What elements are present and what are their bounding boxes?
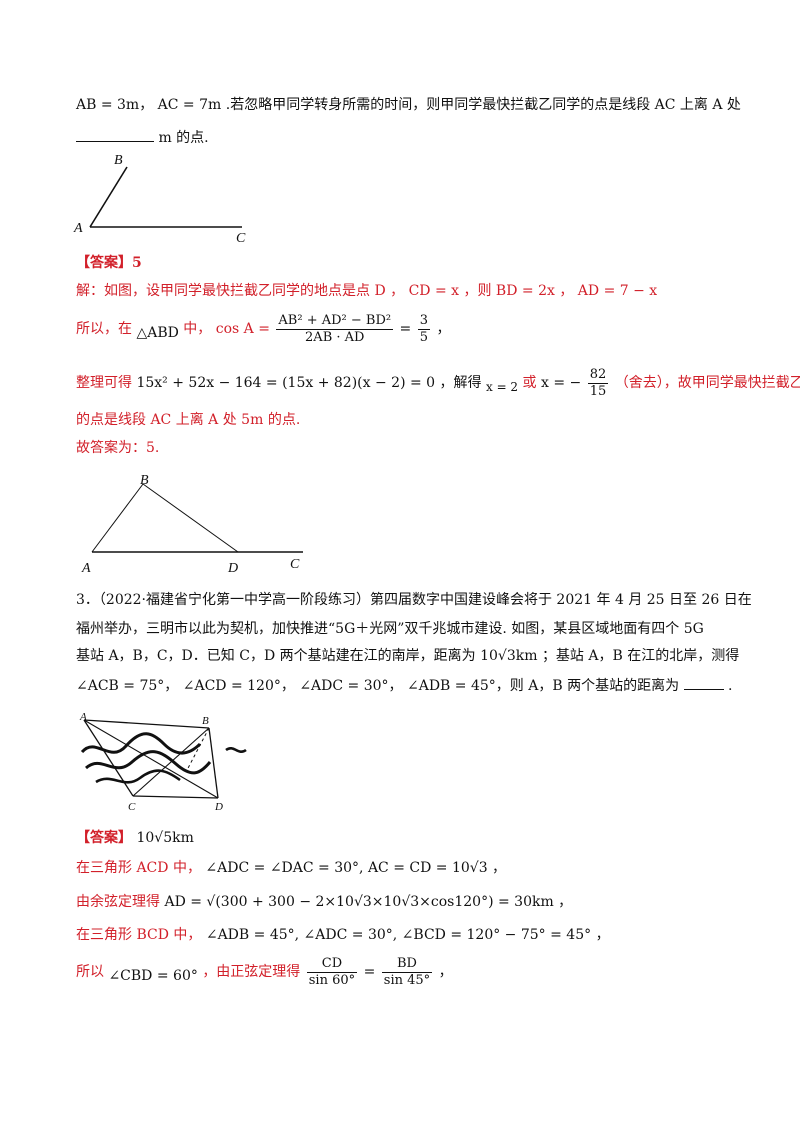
p3-solution-line1: 在三角形 ACD 中， ∠ADC = ∠DAC = 30°, AC = CD =… — [76, 858, 506, 878]
solution-line5: 故答案为：5. — [76, 440, 160, 456]
p3-sol4-mid: ，由正弦定理得 — [202, 964, 301, 980]
p3-sol2-pre: 由余弦定理得 — [76, 894, 160, 910]
neg-fraction-den: 15 — [589, 383, 607, 399]
cos-fraction: AB² + AD² − BD² 2AB · AD — [276, 312, 394, 346]
neg-fraction-num: 82 — [587, 366, 609, 384]
p3-sol1-pre: 在三角形 ACD 中， — [76, 860, 201, 876]
neg-fraction: 82 15 — [587, 366, 609, 400]
sol3-x: x = − — [540, 375, 582, 391]
sol2-mid: 中， cos A = — [183, 321, 270, 337]
sol2-triangle: △ABD — [136, 324, 179, 341]
p3-sol3-pre: 在三角形 BCD 中， — [76, 927, 202, 943]
p3-sol3-eq: ∠ADB = 45°, ∠ADC = 30°, ∠BCD = 120° − 75… — [205, 927, 610, 943]
sine-bd-num: BD — [381, 956, 433, 973]
p3-distance-cd: 10√3km — [480, 648, 538, 664]
figure-river-stations: A B C D — [79, 711, 247, 813]
figure-angle-bac: B A C — [73, 153, 246, 246]
fig1-label-b: B — [114, 153, 123, 168]
three-fifths-num: 3 — [417, 312, 431, 330]
problem3-line1: 3．（2022·福建省宁化第一中学高一阶段练习）第四届数字中国建设峰会将于 20… — [76, 592, 752, 608]
p3-line3-pre: 基站 A，B，C，D．已知 C，D 两个基站建在江的南岸，距离为 — [76, 648, 476, 664]
three-fifths-den: 5 — [419, 329, 429, 345]
p3-sol4-equals: = — [363, 964, 376, 980]
problem3-line2: 福州举办，三明市以此为契机，加快推进“5G＋光网”双千兆城市建设. 如图，某县区… — [76, 621, 704, 637]
sol3-or: 或 — [522, 375, 537, 391]
solution-line4: 的点是线段 AC 上离 A 处 5m 的点. — [76, 412, 301, 428]
p3-answer-blank — [683, 675, 724, 690]
problem3-line4: ∠ACB = 75°， ∠ACD = 120°， ∠ADC = 30°， ∠AD… — [76, 675, 732, 696]
sine-cd-den: sin 60° — [308, 972, 356, 988]
fig2-label-d: D — [227, 561, 238, 576]
sol2-pre: 所以，在 — [76, 321, 132, 337]
p3-line3-end: ；基站 A，B 在江的北岸，测得 — [541, 648, 740, 664]
fig2-label-c: C — [290, 557, 300, 572]
p3-line4-end: . — [728, 678, 733, 694]
problem2-line2: m 的点. — [76, 127, 209, 148]
sol3-x2: x = 2 — [485, 379, 519, 394]
p3-sol4-end: ， — [438, 964, 453, 980]
p3-sol4-angle: ∠CBD = 60° — [108, 967, 198, 984]
p3-line4-text: ∠ACB = 75°， ∠ACD = 120°， ∠ADC = 30°， ∠AD… — [76, 678, 680, 694]
sine-cd-num: CD — [306, 956, 358, 973]
fig2-label-b: B — [140, 473, 149, 488]
sine-fraction-cd: CD sin 60° — [306, 956, 358, 989]
problem2-line1: AB = 3m， AC = 7m .若忽略甲同学转身所需的时间，则甲同学最快拦截… — [76, 97, 741, 113]
sol3-equation: 15x² + 52x − 164 = (15x + 82)(x − 2) = 0… — [136, 375, 482, 391]
solution-line1: 解：如图，设甲同学最快拦截乙同学的地点是点 D ， CD = x ，则 BD =… — [76, 283, 658, 299]
cos-denominator: 2AB · AD — [305, 329, 365, 345]
answer-heading: 【答案】5 — [76, 255, 142, 271]
sine-bd-den: sin 45° — [383, 972, 431, 988]
problem3-line3: 基站 A，B，C，D．已知 C，D 两个基站建在江的南岸，距离为 10√3km … — [76, 646, 739, 666]
p3-sol4-pre: 所以 — [76, 964, 104, 980]
p3-answer-heading: 【答案】 — [76, 830, 132, 846]
p3-answer-value: 10√5km — [136, 830, 194, 846]
solution-line3: 整理可得 15x² + 52x − 164 = (15x + 82)(x − 2… — [76, 366, 800, 404]
p3-solution-line3: 在三角形 BCD 中， ∠ADB = 45°, ∠ADC = 30°, ∠BCD… — [76, 925, 610, 945]
fig1-label-c: C — [236, 231, 246, 246]
sol2-end: ， — [436, 321, 451, 337]
fig3-label-d: D — [214, 801, 223, 813]
sine-fraction-bd: BD sin 45° — [381, 956, 433, 989]
fig2-label-a: A — [81, 561, 91, 576]
cos-numerator: AB² + AD² − BD² — [276, 312, 394, 330]
sol2-equals: = — [399, 321, 412, 337]
fig1-label-a: A — [73, 221, 83, 236]
sol3-end: （舍去），故甲同学最快拦截乙同学 — [614, 375, 800, 391]
p3-solution-line2: 由余弦定理得 AD = √(300 + 300 − 2×10√3×10√3×co… — [76, 892, 572, 912]
p3-solution-line4: 所以 ∠CBD = 60° ，由正弦定理得 CD sin 60° = BD si… — [76, 955, 453, 993]
p3-answer-line: 【答案】 10√5km — [76, 828, 194, 848]
p3-sol1-eq: ∠ADC = ∠DAC = 30°, AC = CD = 10√3 ， — [205, 860, 507, 876]
fig3-label-a: A — [79, 711, 87, 723]
fig3-label-c: C — [128, 801, 136, 813]
solution-line2: 所以，在 △ABD 中， cos A = AB² + AD² − BD² 2AB… — [76, 312, 450, 350]
p3-sol2-eq: AD = √(300 + 300 − 2×10√3×10√3×cos120°) … — [164, 894, 573, 910]
fig3-label-b: B — [202, 715, 209, 727]
three-fifths: 3 5 — [417, 312, 431, 346]
problem2-line2-suffix: m 的点. — [158, 130, 209, 146]
answer-blank — [76, 127, 154, 142]
sol3-pre: 整理可得 — [76, 375, 132, 391]
figure-triangle-abd: B A D C — [81, 473, 303, 576]
